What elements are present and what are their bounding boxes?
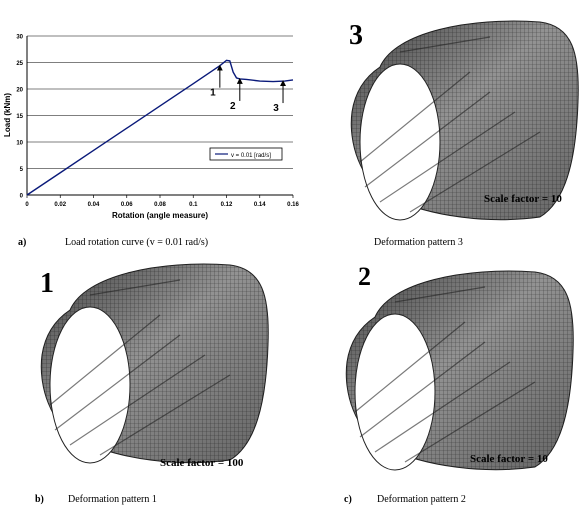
panel-c-caption: Deformation pattern 2 — [377, 494, 466, 505]
pattern-3-scale-factor: Scale factor = 10 — [484, 193, 562, 205]
annotations: 1 2 3 — [210, 64, 287, 114]
annotation-label: 1 — [210, 88, 216, 99]
series-line — [26, 59, 294, 196]
y-tick-label: 0 — [20, 194, 24, 200]
y-tick-label: 30 — [16, 35, 23, 41]
legend-box — [209, 147, 283, 161]
x-tick-label: 0.02 — [54, 202, 66, 208]
pattern-1-scale-factor: Scale factor = 100 — [160, 457, 244, 469]
y-tick-label: 25 — [16, 61, 23, 67]
legend-label: v = 0.01 [rad/s] — [231, 153, 271, 159]
load-rotation-chart: 0 5 10 15 20 25 30 0 0.02 0.04 0.06 0.08 0.1 0.12 0.14… — [3, 35, 299, 221]
deformation-pattern-1-mesh — [40, 263, 269, 464]
y-tick-label: 10 — [16, 141, 23, 147]
panel-c-label: c) — [344, 494, 352, 505]
y-tick-label: 15 — [16, 114, 23, 120]
axis-ticks: 0 5 10 15 20 25 30 0 0.02 0.04 0.06 0.08 0.1 0.12 0.14… — [16, 35, 299, 209]
panel-b-label: b) — [35, 494, 44, 505]
series-layer — [26, 59, 294, 196]
pattern-2-number: 2 — [358, 262, 371, 291]
legend: v = 0.01 [rad/s] — [209, 147, 283, 161]
x-tick-label: 0.06 — [121, 202, 133, 208]
axes — [26, 36, 293, 196]
x-tick-label: 0.14 — [254, 202, 266, 208]
x-tick-label: 0.04 — [88, 202, 100, 208]
annotation-label: 3 — [273, 103, 279, 114]
panel-a-label: a) — [18, 237, 27, 248]
pattern-2-scale-factor: Scale factor = 10 — [470, 453, 548, 465]
y-tick-label: 20 — [16, 88, 23, 94]
x-tick-label: 0.08 — [154, 202, 166, 208]
panel-a-caption: Load rotation curve (v = 0.01 rad/s) — [65, 237, 209, 248]
x-tick-label: 0.12 — [221, 202, 233, 208]
grid-lines — [27, 35, 293, 169]
x-tick-label: 0.1 — [189, 202, 198, 208]
pattern-3-number: 3 — [349, 20, 363, 51]
deformation-pattern-3-mesh — [350, 20, 579, 221]
y-tick-label: 5 — [20, 167, 24, 173]
deformation-pattern-2-mesh — [345, 270, 574, 471]
pattern-1-number: 1 — [40, 268, 54, 299]
y-axis-title: Load (kNm) — [3, 93, 12, 137]
annotation-label: 2 — [230, 101, 236, 112]
x-axis-title: Rotation (angle measure) — [112, 211, 208, 220]
pattern-3-caption: Deformation pattern 3 — [374, 237, 463, 248]
panel-b-caption: Deformation pattern 1 — [68, 494, 157, 505]
x-tick-label: 0.16 — [287, 202, 299, 208]
x-tick-label: 0 — [25, 202, 29, 208]
